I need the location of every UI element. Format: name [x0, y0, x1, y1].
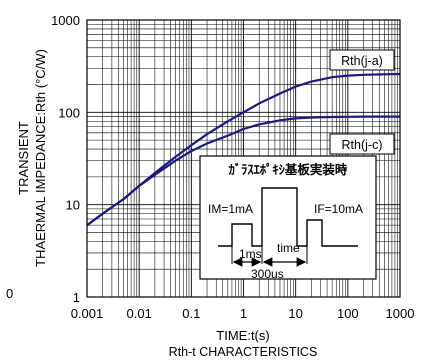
y-tick-label: 1000	[51, 13, 80, 28]
svg-text:Rth(j-c): Rth(j-c)	[342, 138, 383, 152]
inset-im-label: IM=1mA	[208, 202, 253, 216]
inset-1ms-label: 1ms	[239, 247, 262, 261]
inset-time-label: time	[277, 241, 300, 255]
x-tick-label: 100	[337, 306, 359, 321]
inset-box	[199, 155, 377, 280]
series-line-rth-j-c-	[87, 115, 400, 227]
y-tick-label: 1	[73, 290, 80, 305]
svg-text:Rth(j-a): Rth(j-a)	[341, 54, 383, 68]
curves	[87, 72, 400, 227]
x-tick-label: 1000	[386, 306, 415, 321]
inset-if-label: IF=10mA	[314, 202, 363, 216]
pulse-inset: ｶﾞﾗｽｴﾎﾟｷｼ基板実装時 IM=1mA IF=10mA 1ms time 3…	[199, 155, 377, 281]
x-tick-label: 1	[240, 306, 247, 321]
x-tick-label: 0.01	[127, 306, 152, 321]
x-tick-label: 0.1	[182, 306, 200, 321]
y-axis-label-line2: THAERMAL IMPEDANCE:Rth (°C/W)	[33, 49, 48, 267]
chart-subtitle: Rth-t CHARACTERISTICS	[169, 345, 318, 359]
plot-frame	[86, 19, 401, 298]
y-axis-label-line1: TRANSIENT	[16, 121, 31, 195]
y-tick-label: 100	[58, 105, 80, 120]
inset-title: ｶﾞﾗｽｴﾎﾟｷｼ基板実装時	[229, 162, 348, 177]
pulse-waveform	[218, 187, 358, 247]
tick-labels: 0.001 0.01 0.1 1 10 100 1000 1 10 100 1000	[51, 13, 414, 321]
stray-tick-label: 0	[6, 286, 13, 301]
x-tick-label: 10	[288, 306, 302, 321]
x-tick-label: 0.001	[71, 306, 104, 321]
legend-rth-jc: Rth(j-c)	[329, 133, 395, 155]
inset-300us-label: 300us	[251, 267, 284, 281]
x-axis-label: TIME:t(s)	[216, 328, 269, 343]
y-tick-label: 10	[66, 198, 80, 213]
legend-rth-ja: Rth(j-a)	[329, 49, 395, 71]
